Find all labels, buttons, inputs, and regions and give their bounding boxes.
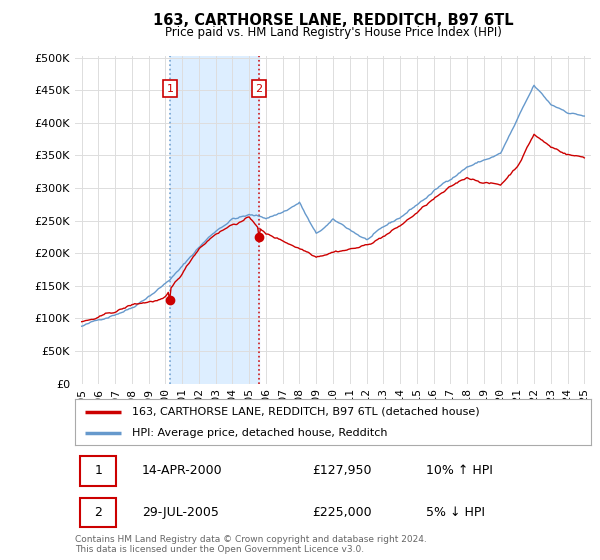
Text: 1: 1: [167, 83, 173, 94]
Text: Contains HM Land Registry data © Crown copyright and database right 2024.
This d: Contains HM Land Registry data © Crown c…: [75, 535, 427, 554]
Bar: [170, 56, 259, 384]
Text: £225,000: £225,000: [313, 506, 372, 519]
Text: Price paid vs. HM Land Registry's House Price Index (HPI): Price paid vs. HM Land Registry's House …: [164, 26, 502, 39]
Text: 2: 2: [94, 506, 102, 519]
Text: 2: 2: [255, 83, 262, 94]
Text: 163, CARTHORSE LANE, REDDITCH, B97 6TL (detached house): 163, CARTHORSE LANE, REDDITCH, B97 6TL (…: [132, 407, 479, 417]
Text: £127,950: £127,950: [313, 464, 372, 478]
Text: 163, CARTHORSE LANE, REDDITCH, B97 6TL: 163, CARTHORSE LANE, REDDITCH, B97 6TL: [152, 13, 514, 28]
Text: 1: 1: [94, 464, 102, 478]
Bar: [80, 498, 116, 528]
Bar: [80, 456, 116, 486]
Text: HPI: Average price, detached house, Redditch: HPI: Average price, detached house, Redd…: [132, 428, 387, 438]
Text: 14-APR-2000: 14-APR-2000: [142, 464, 223, 478]
Text: 10% ↑ HPI: 10% ↑ HPI: [426, 464, 493, 478]
Text: 5% ↓ HPI: 5% ↓ HPI: [426, 506, 485, 519]
Text: 29-JUL-2005: 29-JUL-2005: [142, 506, 219, 519]
